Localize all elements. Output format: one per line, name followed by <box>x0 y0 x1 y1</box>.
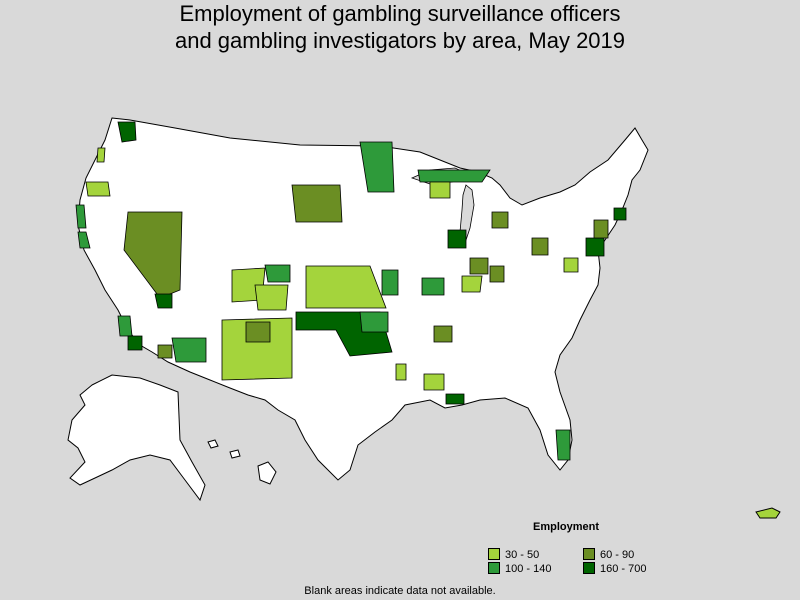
legend-label: 160 - 700 <box>600 563 647 575</box>
area-california-bay <box>77 231 91 249</box>
area-oregon-portland <box>96 147 106 163</box>
area-new-mexico <box>221 317 293 381</box>
area-pittsburgh <box>531 237 549 256</box>
area-missouri <box>421 277 445 296</box>
area-indiana <box>469 257 489 275</box>
area-california-north <box>75 204 87 229</box>
footnote: Blank areas indicate data not available. <box>304 585 496 597</box>
area-chicago <box>447 229 467 249</box>
area-california-sd <box>127 335 143 351</box>
area-iowa <box>381 269 399 296</box>
map-title-line-1: Employment of gambling surveillance offi… <box>179 1 621 26</box>
legend-swatch <box>488 562 500 574</box>
area-arizona-west <box>157 344 173 359</box>
legend-label: 60 - 90 <box>600 549 635 561</box>
employment-areas <box>75 121 627 461</box>
area-kentucky <box>461 275 483 293</box>
area-california-la <box>117 315 133 337</box>
legend-swatch <box>583 562 595 574</box>
area-oklahoma-tulsa <box>359 311 389 333</box>
area-seattle <box>117 121 137 143</box>
area-las-vegas <box>154 293 173 309</box>
area-michigan-upper <box>417 169 491 183</box>
area-louisiana-north <box>395 363 407 381</box>
alaska-landmass <box>67 374 206 502</box>
legend-label: 100 - 140 <box>505 563 552 575</box>
legend-swatch <box>583 548 595 560</box>
area-gulf-coast <box>445 393 465 405</box>
legend-label: 30 - 50 <box>505 549 540 561</box>
map-title-line-2: and gambling investigators by area, May … <box>174 28 626 53</box>
hawaii-islands <box>207 439 277 485</box>
area-mississippi-tunica <box>433 325 453 343</box>
area-atlantic-city <box>585 237 605 257</box>
legend-item: 160 - 700 <box>583 562 647 575</box>
area-oregon-central <box>85 181 111 197</box>
area-connecticut <box>613 207 627 221</box>
area-florida-south <box>555 429 571 461</box>
area-colorado-south <box>254 284 289 311</box>
legend-item: 100 - 140 <box>488 562 552 575</box>
area-maryland <box>563 257 579 273</box>
us-employment-map <box>67 117 781 519</box>
area-new-mexico-north <box>245 321 271 343</box>
area-nj-north <box>593 219 609 239</box>
legend-item: 30 - 50 <box>488 548 540 561</box>
area-south-dakota <box>291 184 343 223</box>
legend-title: Employment <box>533 521 600 533</box>
area-kansas <box>305 265 387 309</box>
area-mississippi-south <box>423 373 445 391</box>
legend-item: 60 - 90 <box>583 548 635 561</box>
legend-swatch <box>488 548 500 560</box>
area-ohio <box>489 265 505 283</box>
area-arizona-phoenix <box>171 337 207 363</box>
area-colorado-denver <box>264 264 291 283</box>
area-detroit <box>491 211 509 229</box>
area-minnesota <box>359 141 395 193</box>
area-michigan-lower <box>429 181 451 199</box>
puerto-rico <box>755 507 781 519</box>
